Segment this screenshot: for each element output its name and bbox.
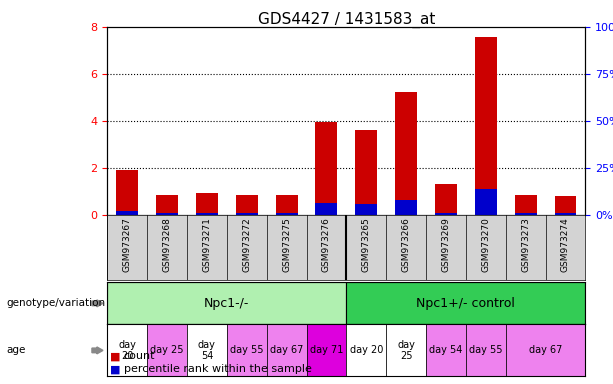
Text: day 67: day 67: [529, 345, 562, 356]
Bar: [426, 324, 466, 376]
Bar: [227, 324, 267, 376]
Bar: [346, 324, 386, 376]
Bar: [475, 189, 497, 215]
Bar: [156, 214, 178, 215]
Bar: [435, 184, 457, 215]
Bar: [147, 324, 187, 376]
Text: day
54: day 54: [198, 339, 216, 361]
Bar: [506, 324, 585, 376]
Text: day 54: day 54: [429, 345, 463, 356]
Text: age: age: [6, 345, 26, 356]
Text: Npc1+/- control: Npc1+/- control: [416, 297, 516, 310]
Text: day 55: day 55: [230, 345, 264, 356]
Text: day 25: day 25: [150, 345, 184, 356]
Text: Npc1-/-: Npc1-/-: [204, 297, 249, 310]
Bar: [306, 324, 346, 376]
Text: ■: ■: [110, 364, 121, 374]
Bar: [187, 324, 227, 376]
Text: day
25: day 25: [397, 339, 415, 361]
Text: day 71: day 71: [310, 345, 343, 356]
Bar: [116, 211, 138, 215]
Bar: [346, 282, 585, 324]
Bar: [156, 195, 178, 215]
Bar: [555, 195, 576, 215]
Text: GSM973272: GSM973272: [242, 217, 251, 272]
Text: ■: ■: [110, 351, 121, 361]
Text: GSM973269: GSM973269: [441, 217, 451, 272]
Bar: [116, 170, 138, 215]
Text: GSM973270: GSM973270: [481, 217, 490, 272]
Text: day 55: day 55: [469, 345, 503, 356]
Text: day 20: day 20: [349, 345, 383, 356]
Bar: [435, 213, 457, 215]
Bar: [386, 324, 426, 376]
Text: GSM973266: GSM973266: [402, 217, 411, 272]
Bar: [107, 324, 147, 376]
Bar: [515, 195, 536, 215]
Text: day 67: day 67: [270, 345, 303, 356]
Text: GSM973268: GSM973268: [162, 217, 172, 272]
Bar: [475, 38, 497, 215]
Bar: [236, 195, 257, 215]
Text: percentile rank within the sample: percentile rank within the sample: [124, 364, 311, 374]
Bar: [466, 324, 506, 376]
Bar: [276, 195, 297, 215]
Text: GSM973271: GSM973271: [202, 217, 211, 272]
Bar: [236, 214, 257, 215]
Text: GSM973267: GSM973267: [123, 217, 132, 272]
Text: GSM973265: GSM973265: [362, 217, 371, 272]
Bar: [276, 214, 297, 215]
Bar: [515, 213, 536, 215]
Bar: [267, 324, 306, 376]
Text: GSM973276: GSM973276: [322, 217, 331, 272]
Bar: [555, 214, 576, 215]
Bar: [356, 204, 377, 215]
Bar: [356, 130, 377, 215]
Bar: [107, 282, 346, 324]
Text: GSM973273: GSM973273: [521, 217, 530, 272]
Text: GSM973274: GSM973274: [561, 217, 570, 272]
Bar: [316, 122, 337, 215]
Text: GSM973275: GSM973275: [282, 217, 291, 272]
Bar: [395, 91, 417, 215]
Text: genotype/variation: genotype/variation: [6, 298, 105, 308]
Bar: [196, 194, 218, 215]
Text: count: count: [124, 351, 155, 361]
Text: GDS4427 / 1431583_at: GDS4427 / 1431583_at: [257, 12, 435, 28]
Text: day
20: day 20: [118, 339, 136, 361]
Bar: [316, 203, 337, 215]
Bar: [395, 200, 417, 215]
Bar: [196, 213, 218, 215]
